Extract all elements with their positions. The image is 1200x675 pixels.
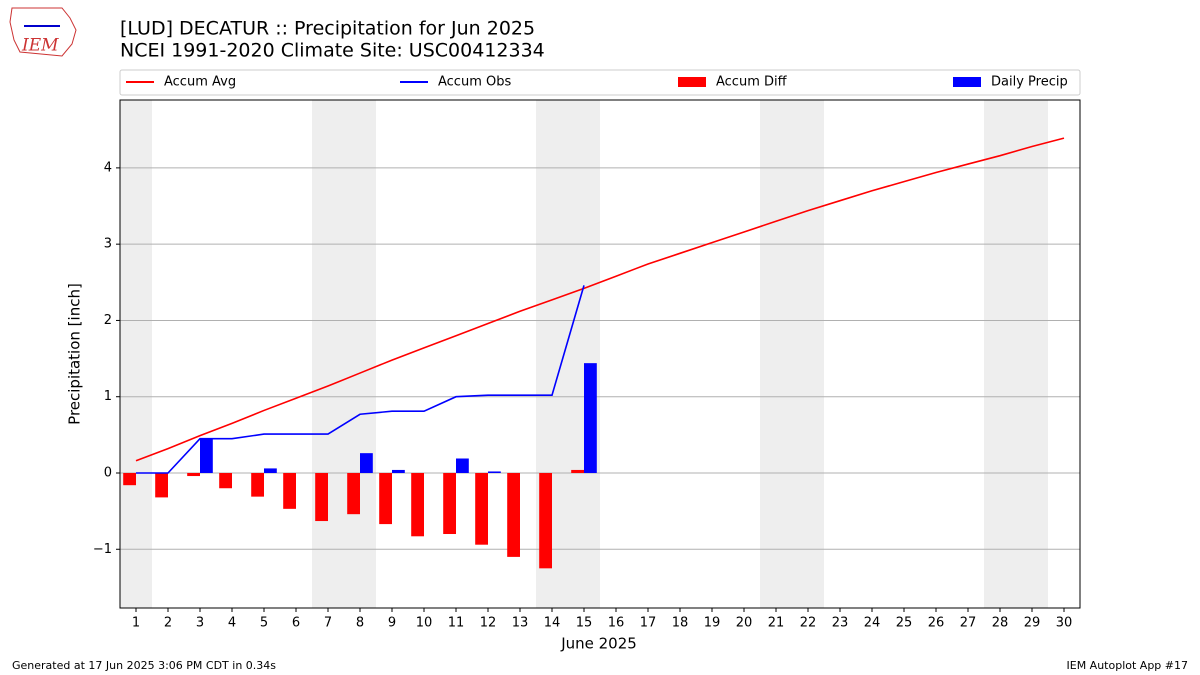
y-tick-label: 4 <box>104 160 112 175</box>
x-tick-label: 22 <box>800 616 817 631</box>
x-tick-label: 19 <box>704 616 721 631</box>
bar <box>571 469 584 473</box>
line <box>135 137 1065 462</box>
bar <box>264 468 277 473</box>
bar <box>155 472 168 498</box>
weekend-shade <box>312 100 344 608</box>
y-tick-label: 2 <box>104 313 112 328</box>
bar <box>443 472 456 535</box>
bar <box>187 472 200 477</box>
x-tick-label: 5 <box>260 616 268 631</box>
y-tick-label: −1 <box>93 542 112 557</box>
x-tick-label: 18 <box>672 616 689 631</box>
x-tick-label: 3 <box>196 616 204 631</box>
x-axis-label: June 2025 <box>560 635 637 653</box>
bar <box>475 472 488 545</box>
x-tick-label: 8 <box>356 616 364 631</box>
x-tick-label: 24 <box>864 616 881 631</box>
bar <box>456 458 469 473</box>
logo: IEM <box>9 7 77 57</box>
weekend-shade <box>344 100 376 608</box>
x-tick-label: 17 <box>640 616 657 631</box>
bar <box>251 472 264 497</box>
plot-frame <box>119 99 1081 609</box>
weekend-shade <box>760 100 792 608</box>
bar <box>392 469 405 473</box>
legend-label: Accum Obs <box>438 75 511 90</box>
legend-box <box>119 69 1081 96</box>
weekend-shade <box>1016 100 1048 608</box>
bar <box>200 438 213 473</box>
bar <box>283 472 296 509</box>
x-tick-label: 25 <box>896 616 913 631</box>
x-tick-label: 14 <box>544 616 561 631</box>
line <box>136 285 585 474</box>
x-tick-label: 10 <box>416 616 433 631</box>
bar <box>360 453 373 473</box>
x-tick-label: 13 <box>512 616 529 631</box>
bar <box>347 472 360 515</box>
x-tick-label: 7 <box>324 616 332 631</box>
bar <box>488 471 501 473</box>
bar <box>539 472 552 569</box>
x-tick-label: 1 <box>132 616 140 631</box>
legend-label: Accum Diff <box>716 75 788 90</box>
x-tick-label: 4 <box>228 616 236 631</box>
y-tick-label: 1 <box>104 389 112 404</box>
weekend-shade <box>568 100 600 608</box>
x-tick-label: 28 <box>992 616 1009 631</box>
x-tick-label: 2 <box>164 616 172 631</box>
weekend-shade <box>792 100 824 608</box>
bar <box>411 472 424 537</box>
footer-left: Generated at 17 Jun 2025 3:06 PM CDT in … <box>12 659 276 672</box>
weekend-shade <box>120 100 152 608</box>
logo-text: IEM <box>21 36 59 56</box>
bar <box>219 472 232 489</box>
x-tick-label: 29 <box>1024 616 1041 631</box>
logo-outline <box>9 7 77 57</box>
x-tick-label: 16 <box>608 616 625 631</box>
x-tick-label: 20 <box>736 616 753 631</box>
legend-swatch <box>678 77 706 87</box>
chart-title: [LUD] DECATUR :: Precipitation for Jun 2… <box>120 18 535 40</box>
x-tick-label: 21 <box>768 616 785 631</box>
x-tick-label: 27 <box>960 616 977 631</box>
legend-label: Daily Precip <box>991 75 1068 90</box>
x-tick-label: 30 <box>1056 616 1073 631</box>
y-tick-label: 0 <box>104 465 112 480</box>
x-tick-label: 11 <box>448 616 465 631</box>
weekend-shade <box>984 100 1016 608</box>
legend-swatch <box>953 77 981 87</box>
legend-label: Accum Avg <box>164 75 236 90</box>
bar <box>379 472 392 525</box>
bar <box>584 363 597 473</box>
x-tick-label: 12 <box>480 616 497 631</box>
bar <box>315 472 328 522</box>
x-tick-label: 23 <box>832 616 849 631</box>
bar <box>507 472 520 557</box>
x-tick-label: 26 <box>928 616 945 631</box>
bar <box>123 472 136 486</box>
y-tick-label: 3 <box>104 237 112 252</box>
x-tick-label: 15 <box>576 616 593 631</box>
footer-right: IEM Autoplot App #17 <box>1067 659 1189 672</box>
y-axis-label: Precipitation [inch] <box>66 283 84 425</box>
x-tick-label: 6 <box>292 616 300 631</box>
chart-subtitle: NCEI 1991-2020 Climate Site: USC00412334 <box>120 40 545 62</box>
x-tick-label: 9 <box>388 616 396 631</box>
